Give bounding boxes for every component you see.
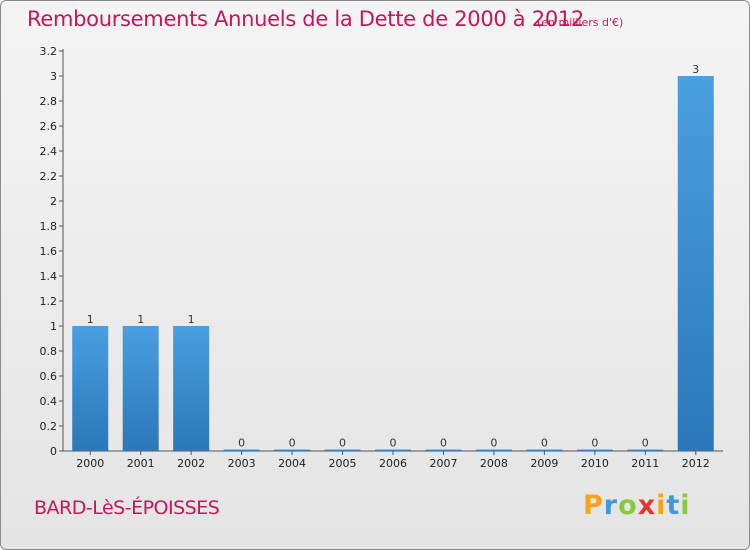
y-tick-label: 3 [50,70,57,83]
value-label-2002: 1 [188,313,195,326]
x-tick-label: 2009 [530,457,558,470]
value-label-2010: 0 [591,437,598,450]
y-tick-label: 2.2 [40,170,58,183]
logo-letter: o [618,490,638,521]
value-label-2012: 3 [692,63,699,76]
y-tick-label: 0 [50,445,57,458]
y-tick-label: 2 [50,195,57,208]
bars [72,76,714,451]
logo-letter: t [666,490,681,521]
y-tick-label: 0.4 [40,395,58,408]
bar-2002 [173,326,210,451]
logo-letter: i [680,490,691,521]
x-tick-label: 2007 [429,457,457,470]
y-tick-label: 2.4 [40,145,58,158]
logo-letter: x [637,490,657,521]
x-tick-label: 2005 [329,457,357,470]
x-tick-label: 2011 [631,457,659,470]
y-tick-label: 1.6 [40,245,58,258]
bar-2012 [677,76,714,451]
y-tick-label: 2.8 [40,95,58,108]
bar-2009 [526,449,563,451]
x-tick-label: 2004 [278,457,306,470]
logo-letter: r [603,490,619,521]
value-label-2011: 0 [642,437,649,450]
commune-name: BARD-LèS-ÉPOISSES [34,497,220,519]
x-tick-label: 2010 [581,457,609,470]
y-tick-label: 0.6 [40,370,58,383]
logo-letter: i [656,490,667,521]
y-axis: 0 0.2 0.4 0.6 0.8 1 1.2 1.4 1.6 1.8 2 2.2 2.4 2.6 2.8 3… [40,45,64,458]
y-tick-label: 1.8 [40,220,58,233]
bar-2004 [274,449,311,451]
chart-subtitle: (en milliers d'€) [537,16,624,29]
x-tick-label: 2012 [682,457,710,470]
y-tick-label: 1.4 [40,270,58,283]
value-label-2009: 0 [541,437,548,450]
x-tick-label: 2002 [177,457,205,470]
value-label-2001: 1 [137,313,144,326]
bar-2003 [223,449,260,451]
value-label-2004: 0 [289,437,296,450]
x-tick-label: 2006 [379,457,407,470]
x-tick-label: 2003 [228,457,256,470]
bar-2011 [627,449,664,451]
x-tick-label: 2001 [127,457,155,470]
value-label-2000: 1 [87,313,94,326]
bar-2005 [324,449,361,451]
x-tick-label: 2000 [76,457,104,470]
value-labels: 1 1 1 0 0 0 0 0 0 0 0 0 3 [87,63,700,450]
y-tick-label: 3.2 [40,45,58,58]
logo-letter: P [583,490,604,521]
bar-2007 [425,449,462,451]
value-label-2005: 0 [339,437,346,450]
bar-2008 [475,449,512,451]
bar-2001 [122,326,159,451]
proxiti-logo[interactable]: Proxiti [583,490,691,521]
x-axis: 2000 2001 2002 2003 2004 2005 2006 2007 2008 2009… [63,450,723,470]
y-tick-label: 1 [50,320,57,333]
value-label-2008: 0 [490,437,497,450]
y-tick-label: 0.2 [40,420,58,433]
bar-2006 [375,449,411,451]
value-label-2003: 0 [238,437,245,450]
y-tick-label: 2.6 [40,120,58,133]
bar-2000 [72,326,109,451]
value-label-2007: 0 [440,437,447,450]
y-tick-label: 1.2 [40,295,58,308]
x-tick-label: 2008 [480,457,508,470]
value-label-2006: 0 [390,437,397,450]
chart-title: Remboursements Annuels de la Dette de 20… [27,7,584,31]
y-tick-label: 0.8 [40,345,58,358]
bar-2010 [576,449,613,451]
